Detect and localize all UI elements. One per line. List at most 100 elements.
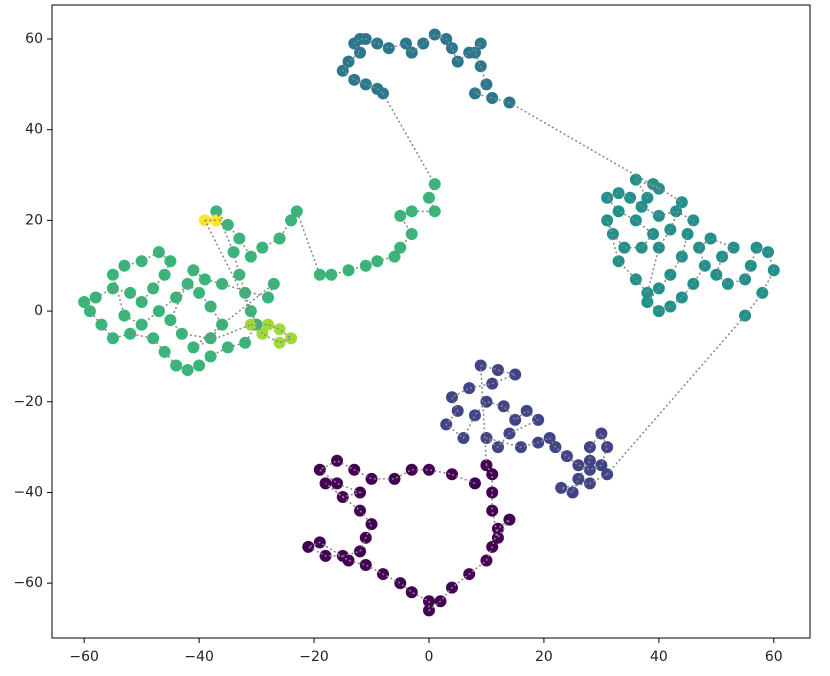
point (158, 345, 171, 358)
point (267, 277, 280, 290)
y-tick-label: −60 (13, 575, 43, 591)
point (445, 391, 458, 404)
point (388, 472, 401, 485)
point (486, 91, 499, 104)
point (170, 359, 183, 372)
y-tick-label: −40 (13, 484, 43, 500)
point (285, 332, 298, 345)
trajectory-link (204, 220, 264, 335)
point (244, 250, 257, 263)
point (400, 37, 413, 50)
point (509, 368, 522, 381)
point (664, 223, 677, 236)
point (767, 264, 780, 277)
point (227, 246, 240, 259)
point (710, 268, 723, 281)
point (486, 504, 499, 517)
point (273, 232, 286, 245)
point (106, 332, 119, 345)
point (365, 472, 378, 485)
point (290, 205, 303, 218)
point (497, 400, 510, 413)
trajectory (83, 183, 436, 371)
point (612, 187, 625, 200)
point (509, 413, 522, 426)
x-tick-label: 60 (765, 649, 783, 665)
point (583, 441, 596, 454)
point (371, 37, 384, 50)
point (382, 42, 395, 55)
point (210, 214, 223, 227)
point (463, 382, 476, 395)
point (675, 196, 688, 209)
point (371, 255, 384, 268)
point (480, 395, 493, 408)
point (704, 232, 717, 245)
point (331, 477, 344, 490)
point (124, 327, 137, 340)
point (428, 28, 441, 41)
trajectory-link (382, 93, 436, 185)
trajectory (445, 364, 608, 494)
point (652, 209, 665, 222)
point (716, 250, 729, 263)
point (95, 318, 108, 331)
point (491, 531, 504, 544)
x-tick-label: −60 (69, 649, 99, 665)
point (83, 305, 96, 318)
point (181, 364, 194, 377)
point (302, 540, 315, 553)
point (164, 255, 177, 268)
point (405, 586, 418, 599)
point (342, 554, 355, 567)
point (354, 504, 367, 517)
point (405, 46, 418, 59)
point (635, 241, 648, 254)
point (486, 468, 499, 481)
point (572, 459, 585, 472)
y-tick-label: 0 (34, 303, 43, 319)
point (147, 332, 160, 345)
trajectory-link (606, 315, 746, 475)
y-tick-label: −20 (13, 394, 43, 410)
point (313, 463, 326, 476)
point (244, 305, 257, 318)
point (422, 463, 435, 476)
trajectory-link (193, 323, 252, 349)
point (428, 205, 441, 218)
point (601, 214, 614, 227)
point (641, 286, 654, 299)
point (273, 336, 286, 349)
point (583, 454, 596, 467)
point (693, 241, 706, 254)
point (618, 241, 631, 254)
x-tick-label: 0 (425, 649, 434, 665)
trajectory (605, 178, 775, 317)
point (244, 318, 257, 331)
trajectory-link (509, 101, 660, 190)
point (566, 486, 579, 499)
point (601, 441, 614, 454)
point (675, 250, 688, 263)
point (445, 468, 458, 481)
point (365, 518, 378, 531)
trajectory (250, 323, 293, 344)
point (601, 191, 614, 204)
point (629, 214, 642, 227)
point (486, 486, 499, 499)
point (348, 73, 361, 86)
point (503, 513, 516, 526)
point (354, 545, 367, 558)
point (152, 246, 165, 259)
point (635, 200, 648, 213)
point (313, 268, 326, 281)
y-tick-label: 40 (25, 122, 43, 138)
point (239, 336, 252, 349)
point (405, 205, 418, 218)
point (647, 227, 660, 240)
y-tick-label: 20 (25, 212, 43, 228)
point (354, 46, 367, 59)
point (359, 558, 372, 571)
point (687, 277, 700, 290)
y-tick-label: 60 (25, 31, 43, 47)
